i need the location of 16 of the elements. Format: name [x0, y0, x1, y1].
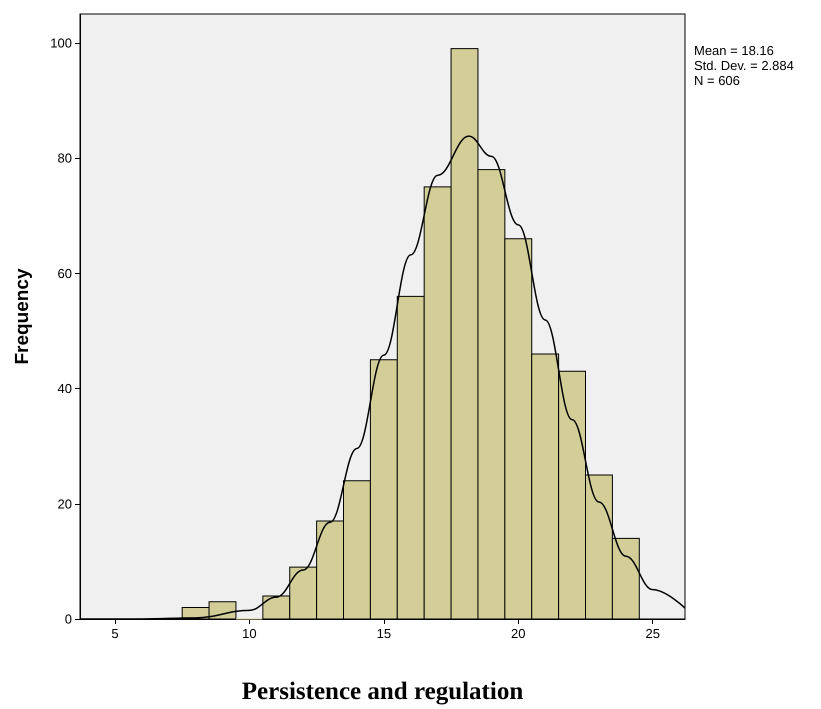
x-tick-label: 25	[646, 626, 660, 641]
x-tick-label: 5	[111, 626, 119, 641]
y-tick-label: 40	[58, 381, 72, 396]
text: Std. Dev. = 2.884	[694, 58, 794, 73]
x-tick-label: 15	[376, 626, 392, 641]
y-tick-label: 80	[58, 150, 72, 166]
y-tick-label: 60	[58, 266, 72, 281]
x-tick-label: 10	[242, 626, 257, 641]
x-axis-title: Persistence and regulation	[242, 678, 524, 705]
text: Mean = 18.16	[694, 43, 774, 58]
y-tick-label: 0	[64, 612, 72, 626]
y-axis-title: Frequency	[12, 268, 33, 365]
x-tick-label: 20	[511, 626, 526, 641]
y-tick-label: 20	[58, 496, 72, 512]
text: N = 606	[694, 73, 740, 88]
y-tick-label: 100	[50, 35, 72, 50]
